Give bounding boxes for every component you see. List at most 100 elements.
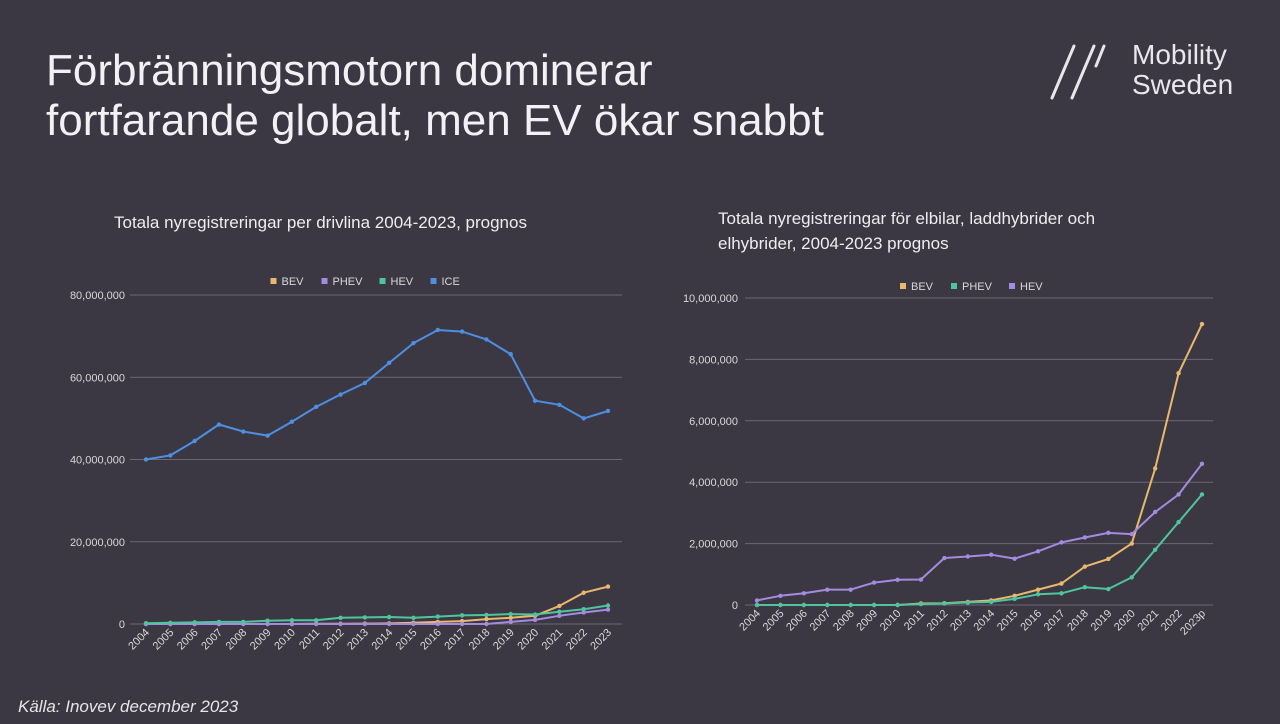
c1-legend-bev-label: BEV — [282, 276, 305, 288]
slide-title-line2: fortfarande globalt, men EV ökar snabbt — [46, 96, 824, 145]
c2-series-bev-point — [1012, 593, 1017, 598]
source-note: Källa: Inovev december 2023 — [18, 697, 239, 716]
c2-x-tick-label: 2008 — [831, 608, 857, 634]
c1-legend-hev-label: HEV — [391, 276, 414, 288]
c1-series-hev-point — [484, 612, 489, 618]
c1-series-hev-point — [168, 620, 173, 625]
c2-series-hev-point — [1152, 509, 1158, 515]
c1-series-hev-point — [362, 615, 368, 620]
c1-series-phev-point — [605, 607, 611, 612]
c2-series-phev-point — [825, 602, 830, 608]
c2-series-phev-point — [895, 602, 900, 608]
c2-series-hev-point — [1082, 535, 1088, 540]
c2-series-phev-point — [801, 602, 807, 608]
c1-series-bev-point — [581, 590, 586, 595]
chart1-title: Totala nyregistreringar per drivlina 200… — [114, 213, 527, 232]
c1-series-ice-point — [581, 416, 586, 421]
c1-legend-ice-label: ICE — [442, 276, 460, 288]
c2-series-bev-point — [1129, 541, 1134, 546]
c1-y-tick-label: 80,000,000 — [70, 290, 125, 302]
c1-series-hev-point — [605, 603, 611, 608]
c2-y-tick-label: 0 — [732, 600, 738, 612]
c1-series-hev-point — [532, 612, 538, 617]
c2-series-hev-point — [754, 598, 760, 603]
c1-series-hev-point — [581, 606, 586, 612]
c1-series-ice-point — [459, 329, 465, 334]
c1-series-ice-point — [508, 352, 513, 357]
c1-legend-bev-swatch — [270, 278, 277, 284]
c2-series-phev-point — [1082, 584, 1088, 590]
c1-series-hev-point — [265, 618, 270, 623]
c1-series-ice-point — [289, 419, 295, 424]
c2-x-tick-label: 2023p — [1178, 608, 1208, 638]
c1-series-ice-line — [145, 329, 609, 461]
c2-series-phev-point — [1035, 592, 1041, 597]
c1-series-bev-point — [605, 584, 611, 589]
c2-series-phev-point — [942, 601, 947, 606]
c1-series-ice-point — [362, 380, 368, 386]
c1-series-hev-point — [289, 618, 295, 623]
c2-series-hev-point — [778, 593, 783, 598]
c2-legend-hev-swatch — [1009, 283, 1015, 289]
c1-series-ice-point — [338, 392, 343, 397]
c1-legend-ice-swatch — [430, 278, 437, 284]
c1-series-ice-point — [143, 457, 149, 462]
c2-series-hev-point — [801, 591, 807, 596]
c2-x-tick-label: 2019 — [1089, 608, 1115, 634]
c2-legend-phev-label: PHEV — [962, 281, 993, 293]
c2-legend-bev-label: BEV — [911, 281, 934, 293]
c1-series-bev-point — [484, 616, 489, 622]
c2-series-phev-point — [965, 600, 970, 605]
c1-series-ice-point — [241, 429, 246, 434]
c1-series-ice-point — [216, 422, 222, 427]
c2-legend-hev-label: HEV — [1020, 281, 1043, 293]
c1-series-ice-point — [386, 360, 392, 366]
c2-series-hev-point — [989, 552, 994, 557]
c2-series-hev-point — [1106, 530, 1111, 536]
c2-series-phev-point — [1129, 575, 1134, 580]
c2-series-phev-point — [1106, 586, 1111, 592]
c1-series-hev-point — [411, 615, 416, 621]
c1-series-phev-point — [411, 621, 416, 627]
c2-x-tick-label: 2013 — [948, 608, 974, 634]
c2-series-hev-point — [942, 555, 947, 561]
logo-text-line1: Mobility — [1132, 39, 1227, 70]
c2-y-tick-label: 8,000,000 — [689, 354, 738, 366]
c2-x-tick-label: 2009 — [854, 608, 880, 634]
c2-y-tick-label: 10,000,000 — [683, 293, 738, 305]
c1-series-phev-point — [459, 621, 465, 627]
c2-series-phev-point — [918, 601, 924, 607]
c2-series-phev-point — [989, 599, 994, 605]
c1-legend-phev-swatch — [321, 278, 328, 284]
c1-series-phev-point — [314, 621, 319, 627]
c1-series-hev-point — [557, 609, 562, 614]
c2-series-bev-point — [1059, 581, 1064, 586]
c1-series-phev-point — [581, 610, 586, 615]
c2-legend-bev-swatch — [900, 283, 906, 289]
c1-series-bev-point — [508, 615, 513, 621]
c2-series-hev-point — [871, 580, 877, 585]
c1-series-hev-point — [192, 620, 197, 625]
c1-series-phev-point — [435, 621, 440, 627]
c2-x-tick-label: 2017 — [1042, 608, 1068, 634]
c2-series-hev-point — [895, 577, 900, 583]
c2-series-phev-point — [871, 602, 877, 608]
c1-series-ice-point — [192, 438, 197, 444]
c1-legend-phev-label: PHEV — [333, 276, 364, 288]
c2-series-phev-point — [1152, 547, 1158, 552]
c2-series-phev-point — [1012, 596, 1017, 602]
c1-series-ice-point — [532, 398, 538, 403]
c2-x-tick-label: 2018 — [1065, 608, 1091, 634]
c2-x-tick-label: 2005 — [761, 608, 787, 634]
c2-y-tick-label: 4,000,000 — [689, 477, 738, 489]
c1-series-hev-point — [386, 614, 392, 620]
c2-series-phev-point — [754, 602, 760, 608]
c1-series-phev-point — [386, 621, 392, 627]
c2-series-hev-point — [1176, 492, 1181, 497]
c2-x-tick-label: 2021 — [1135, 608, 1161, 634]
c2-series-bev-point — [1152, 466, 1158, 471]
slide-title-line1: Förbränningsmotorn dominerar — [46, 46, 653, 95]
chart2-title-line2: elhybrider, 2004-2023 prognos — [718, 234, 949, 253]
c2-series-bev-point — [1082, 564, 1088, 569]
